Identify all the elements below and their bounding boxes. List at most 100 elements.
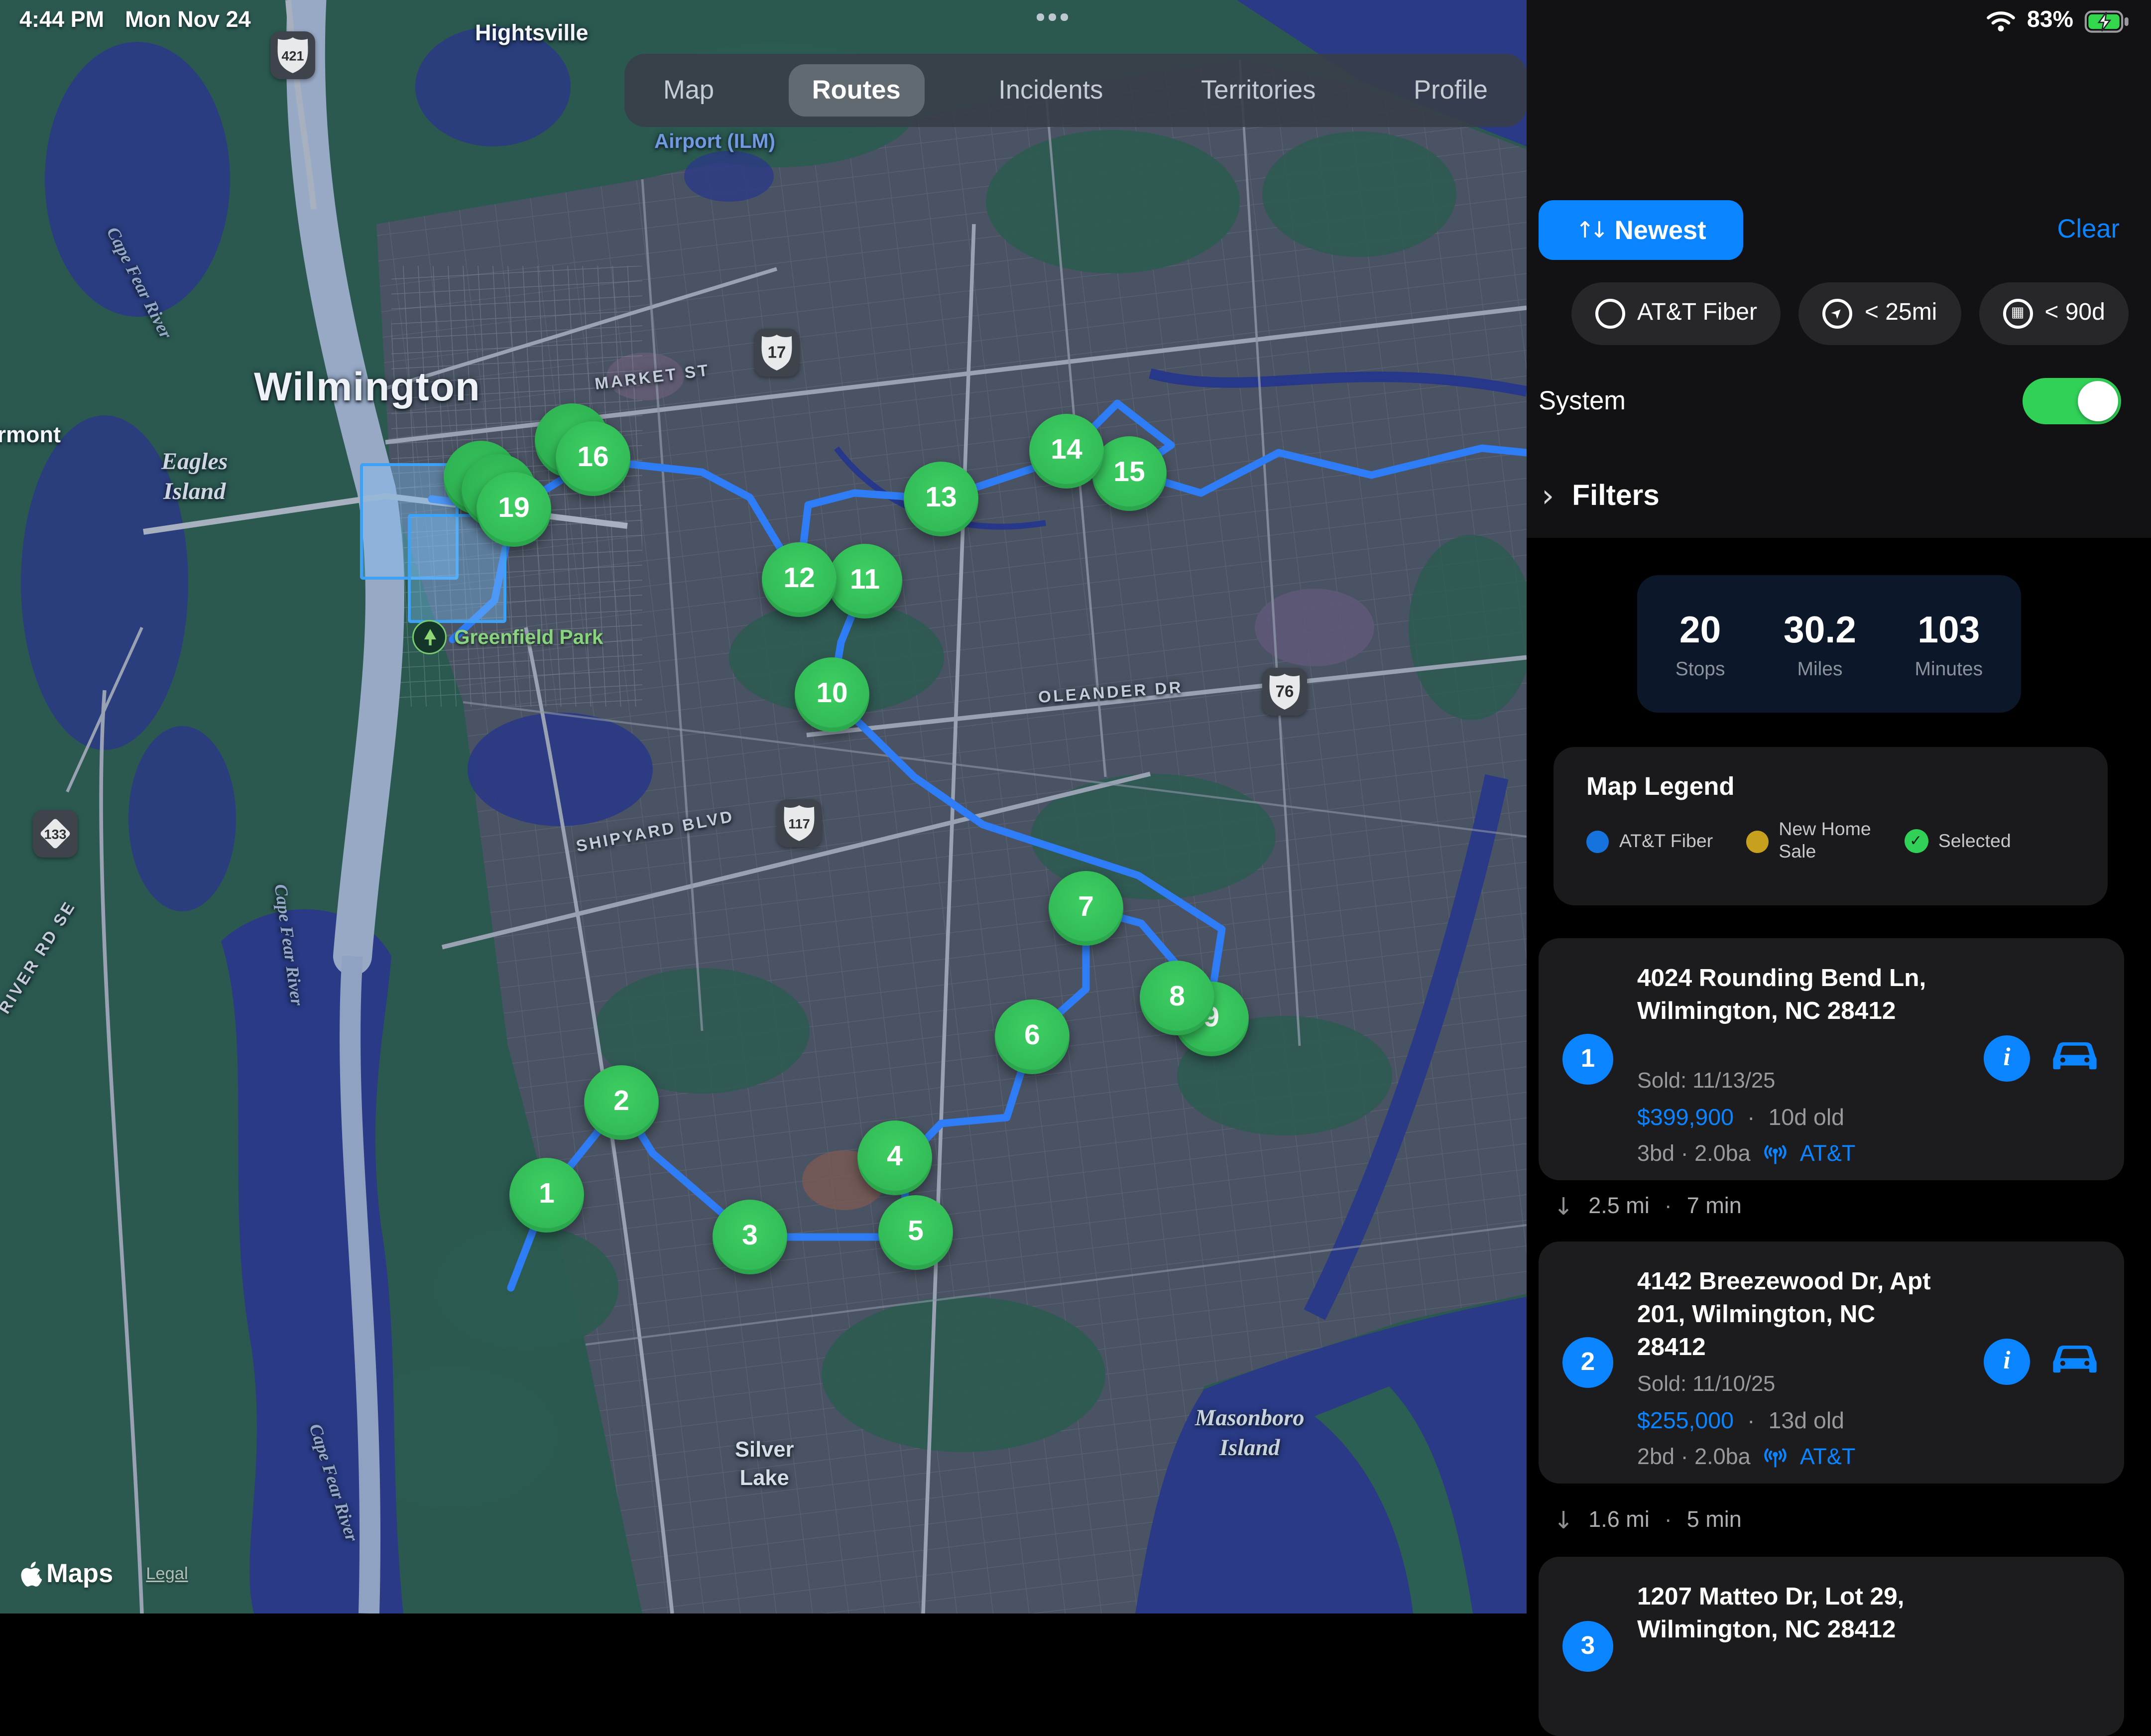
- leg-connector: ↓ 2.5 mi · 7 min: [1554, 1192, 1742, 1221]
- info-button[interactable]: i: [1984, 1339, 2030, 1385]
- stop-marker-10[interactable]: 10: [795, 657, 869, 732]
- chevron-right-icon: ›: [1542, 478, 1554, 514]
- svg-text:421: 421: [281, 49, 304, 64]
- tab-map[interactable]: Map: [663, 75, 715, 105]
- down-arrow-icon: ↓: [1554, 1506, 1574, 1534]
- filter-chip-at-t-fiber[interactable]: AT&T Fiber: [1571, 282, 1781, 345]
- stat-stops: 20 Stops: [1675, 609, 1725, 679]
- leg-duration: 5 min: [1686, 1507, 1742, 1533]
- system-toggle[interactable]: [2023, 377, 2121, 424]
- stop-card-1[interactable]: 1 4024 Rounding Bend Ln, Wilmington, NC …: [1539, 938, 2124, 1180]
- filter-chip-90d[interactable]: ▦ < 90d: [1979, 282, 2129, 345]
- route-list[interactable]: 20 Stops 30.2 Miles 103 Minutes Map Lege…: [1527, 538, 2151, 1736]
- stop-marker-16[interactable]: 16: [556, 421, 630, 496]
- filter-chips-row: AT&T Fiber ➤ < 25mi ▦ < 90d: [1571, 282, 2129, 345]
- toggle-knob: [2078, 380, 2118, 421]
- filter-chip-25mi[interactable]: ➤ < 25mi: [1798, 282, 1961, 345]
- stop-marker-6[interactable]: 6: [995, 999, 1070, 1074]
- car-icon: [2053, 1042, 2097, 1070]
- stop-address: 4142 Breezewood Dr, Apt 201, Wilmington,…: [1637, 1268, 1931, 1361]
- stop-marker-13[interactable]: 13: [904, 462, 978, 536]
- map-label-silver-lake: Silver Lake: [735, 1439, 794, 1491]
- clock: 4:44 PM: [19, 7, 105, 33]
- stop-marker-2[interactable]: 2: [584, 1065, 659, 1140]
- stop-number-badge: 1: [1562, 1034, 1613, 1085]
- stop-address: 1207 Matteo Dr, Lot 29, Wilmington, NC 2…: [1637, 1584, 1905, 1643]
- dot-icon: [1746, 830, 1769, 853]
- map-label-airport-ilm: Airport (ILM): [654, 130, 775, 152]
- stop-marker-1[interactable]: 1: [509, 1158, 584, 1233]
- date: Mon Nov 24: [125, 7, 251, 33]
- sort-arrows-icon: ↑↓: [1575, 217, 1608, 244]
- down-arrow-icon: ↓: [1554, 1192, 1574, 1221]
- map-label-wilmington: Wilmington: [254, 365, 481, 409]
- map-canvas: [21, 0, 1527, 1613]
- stat-miles: 30.2 Miles: [1784, 609, 1857, 679]
- car-button[interactable]: [2049, 1340, 2100, 1383]
- tab-territories[interactable]: Territories: [1201, 75, 1316, 105]
- apple-maps-logo: Maps: [19, 1558, 113, 1590]
- clear-button[interactable]: Clear: [2057, 214, 2120, 244]
- legal-link[interactable]: Legal: [146, 1565, 188, 1583]
- stop-marker-12[interactable]: 12: [762, 542, 836, 617]
- svg-text:133: 133: [44, 827, 66, 842]
- legend-item-selected: ✓ Selected: [1904, 829, 2011, 853]
- map-label-irmont: irmont: [0, 423, 61, 448]
- leg-duration: 7 min: [1686, 1194, 1742, 1219]
- stop-marker-11[interactable]: 11: [828, 544, 902, 619]
- legend-item-at-t-fiber: AT&T Fiber: [1586, 830, 1713, 853]
- svg-text:17: 17: [768, 343, 786, 362]
- leg-distance: 2.5 mi: [1588, 1194, 1650, 1219]
- dot-icon: [1586, 830, 1609, 853]
- stop-marker-7[interactable]: 7: [1049, 871, 1123, 946]
- sort-newest-button[interactable]: ↑↓ Newest: [1539, 200, 1743, 260]
- stop-sold-date: Sold: 11/10/25: [1637, 1373, 1776, 1397]
- stop-number-badge: 2: [1562, 1337, 1613, 1388]
- stop-card-2[interactable]: 2 4142 Breezewood Dr, Apt 201, Wilmingto…: [1539, 1241, 2124, 1484]
- map-label-masonboro-island: Masonboro Island: [1195, 1406, 1305, 1461]
- system-label: System: [1539, 384, 1626, 415]
- top-tab-bar: Map Routes Incidents Territories Profile: [624, 54, 1527, 127]
- stop-marker-5[interactable]: 5: [878, 1195, 953, 1270]
- car-icon: [2053, 1346, 2097, 1373]
- leg-connector: ↓ 1.6 mi · 5 min: [1554, 1506, 1742, 1534]
- battery-icon: [2084, 9, 2129, 32]
- stop-card-3[interactable]: 3 1207 Matteo Dr, Lot 29, Wilmington, NC…: [1539, 1557, 2124, 1736]
- stop-marker-14[interactable]: 14: [1029, 414, 1104, 489]
- navigation-arrow-icon: ➤: [1822, 299, 1853, 329]
- svg-text:76: 76: [1276, 682, 1294, 701]
- stop-price: $255,000: [1637, 1409, 1734, 1434]
- route-shield-17: 17: [754, 329, 799, 376]
- map-menu-dots-icon[interactable]: [1037, 13, 1068, 20]
- map-view[interactable]: 421 17 76 117 133 Hightsville Airport (IL…: [0, 0, 1527, 1613]
- stop-number-badge: 3: [1562, 1621, 1613, 1672]
- tab-routes[interactable]: Routes: [788, 64, 925, 117]
- stop-marker-4[interactable]: 4: [857, 1120, 932, 1195]
- map-label-greenfield-park: Greenfield Park: [412, 620, 603, 654]
- stop-marker-19[interactable]: 19: [477, 472, 551, 547]
- map-label-hightsville: Hightsville: [475, 21, 589, 46]
- tab-profile[interactable]: Profile: [1414, 75, 1488, 105]
- legend-item-new-home-sale: New Home Sale: [1746, 819, 1871, 864]
- filters-header[interactable]: › Filters: [1542, 478, 1660, 514]
- stop-marker-15[interactable]: 15: [1092, 436, 1167, 511]
- stop-marker-3[interactable]: 3: [713, 1200, 787, 1274]
- stop-price: $399,900: [1637, 1106, 1734, 1131]
- svg-text:117: 117: [788, 817, 810, 832]
- battery-percent: 83%: [2027, 7, 2073, 33]
- car-button[interactable]: [2049, 1037, 2100, 1080]
- us-route-shield-icon: 421: [277, 37, 308, 73]
- antenna-icon: [1764, 1145, 1787, 1164]
- tab-incidents[interactable]: Incidents: [998, 75, 1103, 105]
- check-icon: ✓: [1904, 829, 1928, 853]
- map-attribution: Maps Legal: [19, 1558, 188, 1590]
- stop-bedbath: 2bd · 2.0ba: [1637, 1445, 1751, 1470]
- us-route-shield-icon: 117: [784, 805, 815, 841]
- stop-address: 4024 Rounding Bend Ln, Wilmington, NC 28…: [1637, 965, 1926, 1025]
- stop-carrier: AT&T: [1799, 1445, 1856, 1470]
- info-button[interactable]: i: [1984, 1035, 2030, 1082]
- tree-icon: [412, 620, 447, 654]
- stop-marker-8[interactable]: 8: [1140, 961, 1214, 1035]
- calendar-icon: ▦: [2003, 299, 2033, 329]
